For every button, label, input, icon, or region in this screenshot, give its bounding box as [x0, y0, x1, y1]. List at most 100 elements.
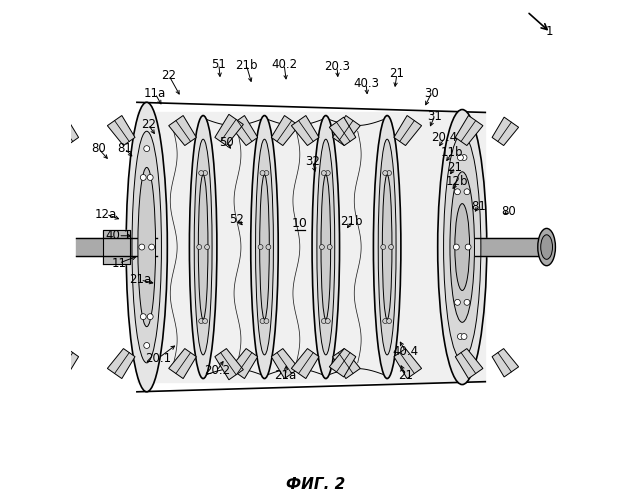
Polygon shape: [169, 349, 197, 379]
Text: 11a: 11a: [144, 87, 166, 100]
Text: 21: 21: [398, 369, 413, 382]
Circle shape: [454, 189, 460, 195]
Circle shape: [461, 155, 467, 161]
Ellipse shape: [374, 116, 401, 379]
Text: 1: 1: [545, 24, 553, 37]
Polygon shape: [50, 349, 78, 380]
Circle shape: [264, 319, 269, 323]
Ellipse shape: [378, 139, 396, 355]
Ellipse shape: [541, 235, 552, 259]
Polygon shape: [271, 349, 299, 379]
Ellipse shape: [444, 134, 481, 360]
Circle shape: [197, 245, 202, 250]
Text: 80: 80: [501, 205, 516, 218]
Circle shape: [198, 171, 204, 176]
Circle shape: [325, 171, 331, 176]
Text: 32: 32: [305, 155, 320, 168]
Ellipse shape: [255, 139, 274, 355]
Text: 22: 22: [161, 69, 176, 82]
Text: 40.1: 40.1: [105, 229, 131, 242]
Text: 10: 10: [292, 218, 308, 231]
Polygon shape: [329, 349, 356, 377]
Circle shape: [383, 171, 387, 176]
Circle shape: [325, 319, 331, 323]
Circle shape: [147, 314, 153, 319]
Polygon shape: [394, 349, 422, 379]
Ellipse shape: [190, 116, 217, 379]
Polygon shape: [230, 349, 258, 379]
Polygon shape: [215, 349, 243, 380]
Polygon shape: [291, 349, 319, 379]
Polygon shape: [455, 115, 483, 146]
Ellipse shape: [317, 139, 335, 355]
Circle shape: [140, 175, 146, 181]
Circle shape: [143, 342, 150, 348]
Text: 20.4: 20.4: [432, 131, 458, 144]
Polygon shape: [271, 115, 299, 146]
Ellipse shape: [194, 139, 212, 355]
Polygon shape: [332, 115, 360, 146]
Circle shape: [260, 171, 265, 176]
Circle shape: [319, 245, 324, 250]
Circle shape: [327, 245, 332, 250]
Circle shape: [465, 244, 471, 250]
Polygon shape: [169, 115, 197, 146]
Circle shape: [203, 171, 207, 176]
Text: 12a: 12a: [95, 208, 117, 221]
Polygon shape: [455, 349, 483, 379]
Circle shape: [453, 244, 459, 250]
Ellipse shape: [312, 116, 339, 379]
Ellipse shape: [538, 229, 556, 265]
Text: 31: 31: [427, 110, 442, 123]
Text: 12b: 12b: [446, 175, 468, 188]
Circle shape: [205, 245, 210, 250]
Text: 81: 81: [117, 142, 132, 155]
Circle shape: [147, 175, 153, 181]
Text: 20.3: 20.3: [324, 60, 350, 73]
Text: ФИГ. 2: ФИГ. 2: [286, 477, 346, 492]
Ellipse shape: [382, 175, 392, 319]
Polygon shape: [394, 115, 422, 146]
Circle shape: [198, 319, 204, 323]
Circle shape: [458, 155, 463, 161]
Text: 11: 11: [111, 257, 126, 270]
Polygon shape: [50, 114, 78, 146]
Circle shape: [389, 245, 394, 250]
Polygon shape: [291, 115, 319, 146]
Circle shape: [387, 171, 392, 176]
Circle shape: [149, 244, 155, 250]
Circle shape: [322, 319, 326, 323]
Ellipse shape: [198, 175, 208, 319]
Text: 21: 21: [447, 161, 463, 174]
Text: 21: 21: [389, 67, 404, 80]
Text: 21a: 21a: [129, 273, 152, 286]
Ellipse shape: [455, 204, 470, 290]
Circle shape: [464, 189, 470, 195]
Text: 20.1: 20.1: [145, 352, 171, 365]
Ellipse shape: [251, 116, 278, 379]
Circle shape: [203, 319, 207, 323]
Circle shape: [260, 319, 265, 323]
Circle shape: [139, 244, 145, 250]
Polygon shape: [215, 114, 243, 146]
Text: 52: 52: [229, 213, 244, 226]
Polygon shape: [107, 115, 135, 146]
Text: 80: 80: [91, 142, 106, 155]
Text: 30: 30: [424, 87, 439, 100]
Ellipse shape: [132, 131, 161, 363]
Polygon shape: [329, 117, 356, 146]
Circle shape: [383, 319, 387, 323]
Circle shape: [266, 245, 271, 250]
Circle shape: [258, 245, 263, 250]
Text: 11b: 11b: [441, 146, 464, 159]
Circle shape: [143, 146, 150, 152]
Circle shape: [464, 299, 470, 305]
Text: 21a: 21a: [274, 369, 296, 382]
Text: 40.2: 40.2: [271, 58, 297, 71]
Ellipse shape: [138, 168, 155, 327]
Text: 40.3: 40.3: [353, 77, 379, 90]
Text: 22: 22: [141, 118, 155, 131]
Circle shape: [461, 334, 467, 339]
Text: 81: 81: [471, 200, 487, 213]
Circle shape: [264, 171, 269, 176]
